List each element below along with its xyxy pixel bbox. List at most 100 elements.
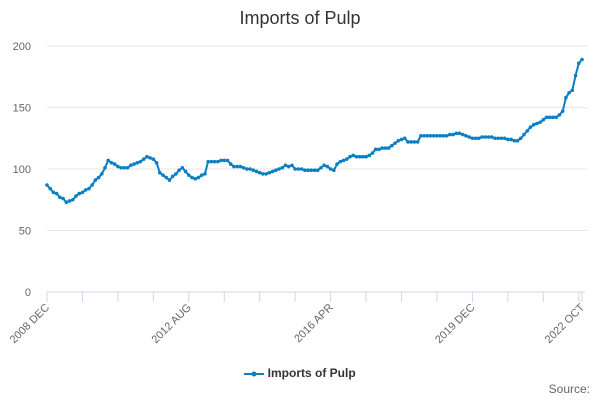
data-point <box>61 196 65 201</box>
data-point <box>467 135 471 139</box>
data-point <box>199 173 204 177</box>
data-point <box>174 172 178 176</box>
legend-line-icon <box>244 371 265 377</box>
data-point <box>74 194 78 198</box>
data-point <box>419 133 423 138</box>
data-point <box>489 135 494 139</box>
legend-item[interactable]: Imports of Pulp <box>0 366 600 380</box>
data-point <box>438 133 442 138</box>
data-point <box>557 113 562 117</box>
data-point <box>274 168 278 173</box>
data-point <box>135 161 140 165</box>
data-point <box>332 168 336 173</box>
data-point <box>528 125 533 129</box>
data-point <box>128 163 133 168</box>
data-point <box>122 165 127 170</box>
data-point <box>509 137 513 142</box>
data-point <box>99 172 104 176</box>
data-point <box>409 140 413 144</box>
data-point <box>415 140 420 144</box>
data-point <box>225 158 230 163</box>
data-point <box>154 161 159 165</box>
data-point <box>209 159 214 164</box>
data-point <box>206 159 210 164</box>
data-point <box>367 153 372 158</box>
x-tick-label: 2016 APR <box>292 302 336 346</box>
data-point <box>493 136 497 141</box>
data-point <box>531 122 536 127</box>
data-point <box>480 135 484 139</box>
data-point <box>322 163 326 168</box>
data-point <box>361 154 365 159</box>
y-tick-label: 0 <box>25 287 31 299</box>
data-point <box>148 156 152 160</box>
data-point <box>70 197 75 202</box>
data-point <box>80 190 85 195</box>
data-point <box>506 137 510 142</box>
data-point <box>141 157 146 161</box>
data-point <box>441 133 446 138</box>
data-point <box>138 159 143 164</box>
data-point <box>454 131 459 136</box>
data-point <box>90 183 94 187</box>
data-point <box>319 165 323 170</box>
data-point <box>338 159 343 164</box>
data-point <box>112 162 117 166</box>
x-tick-label: 2022 OCT <box>543 301 588 346</box>
data-point <box>425 133 430 138</box>
data-point <box>264 172 268 176</box>
data-point <box>431 133 436 138</box>
data-point <box>373 147 378 152</box>
data-point <box>306 168 310 173</box>
data-point <box>87 186 91 191</box>
data-point <box>515 138 520 143</box>
data-point <box>377 147 381 152</box>
data-point <box>560 109 565 113</box>
data-point <box>390 143 394 148</box>
x-tick-label: 2008 DEC <box>8 302 52 346</box>
data-point <box>241 165 246 170</box>
data-point <box>370 151 375 155</box>
data-point <box>277 167 281 171</box>
data-point <box>196 175 201 180</box>
data-point <box>96 175 101 180</box>
data-point <box>228 162 233 166</box>
data-point <box>216 159 220 164</box>
data-point <box>51 190 56 195</box>
data-point <box>412 140 417 144</box>
data-point <box>58 195 62 200</box>
data-point <box>290 163 294 168</box>
data-point <box>460 132 465 137</box>
data-point <box>399 137 404 142</box>
data-point <box>512 138 517 143</box>
data-point <box>280 165 285 170</box>
data-point <box>570 88 575 93</box>
data-point <box>109 161 114 165</box>
data-point <box>428 133 433 138</box>
data-point <box>183 169 188 174</box>
data-point <box>286 164 291 169</box>
data-point <box>483 135 488 139</box>
data-point <box>190 175 194 180</box>
data-point <box>547 115 552 120</box>
data-point <box>457 131 462 136</box>
data-point <box>567 90 571 95</box>
data-point <box>161 173 165 177</box>
data-point <box>477 136 481 141</box>
y-tick-label: 200 <box>13 41 31 53</box>
source-label: Source: <box>548 382 590 396</box>
data-point <box>470 136 475 141</box>
data-point <box>248 167 252 171</box>
data-point <box>93 178 98 182</box>
data-point <box>177 168 181 173</box>
data-point <box>312 168 317 173</box>
data-point <box>422 133 426 138</box>
data-point <box>283 163 288 168</box>
data-point <box>238 164 243 169</box>
data-point <box>251 168 256 173</box>
data-point <box>499 136 504 141</box>
data-point <box>293 167 297 171</box>
data-point <box>448 132 452 137</box>
